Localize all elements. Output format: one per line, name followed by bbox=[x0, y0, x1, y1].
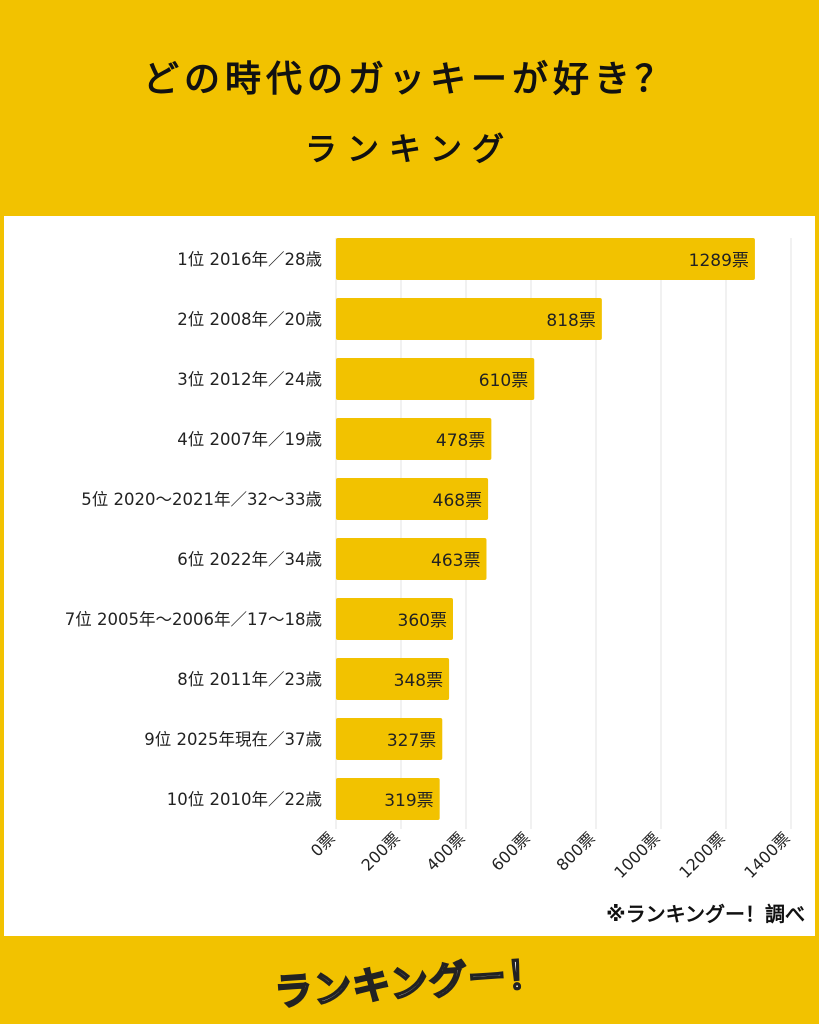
bar bbox=[336, 658, 450, 700]
bar-chart: 1289票 1位 2016年／28歳 818票 2位 2008年／20歳 610票 3位 … bbox=[65, 238, 794, 882]
bar bbox=[336, 238, 755, 280]
bar bbox=[336, 418, 492, 460]
data-label: 348票 bbox=[394, 671, 443, 691]
x-tick-label: 1000票 bbox=[610, 828, 664, 882]
category-label: 4位 2007年／19歳 bbox=[177, 430, 322, 449]
brand-logo-text: ランキングー！ bbox=[272, 951, 548, 1016]
x-tick-label: 200票 bbox=[357, 828, 403, 874]
chart-subtitle: ランキング bbox=[304, 130, 515, 168]
brand-logo: ランキングー！ bbox=[0, 951, 819, 1016]
x-tick-label: 0票 bbox=[307, 828, 339, 860]
data-label: 610票 bbox=[479, 371, 528, 391]
category-label: 5位 2020〜2021年／32〜33歳 bbox=[81, 490, 322, 509]
bar bbox=[336, 358, 535, 400]
bar bbox=[336, 778, 440, 820]
x-tick-label: 800票 bbox=[552, 828, 598, 874]
x-tick-label: 1200票 bbox=[675, 828, 729, 882]
data-label: 319票 bbox=[384, 791, 433, 811]
x-tick-label: 400票 bbox=[422, 828, 468, 874]
footer: ランキングー！ bbox=[0, 936, 819, 1024]
bar bbox=[336, 598, 453, 640]
chart-panel: 1289票 1位 2016年／28歳 818票 2位 2008年／20歳 610票 3位 … bbox=[4, 216, 815, 936]
bar bbox=[336, 298, 602, 340]
category-label: 8位 2011年／23歳 bbox=[177, 670, 322, 689]
data-label: 327票 bbox=[387, 731, 436, 751]
data-label: 1289票 bbox=[689, 251, 749, 271]
x-tick-label: 1400票 bbox=[740, 828, 794, 882]
source-note: ※ランキングー！調べ bbox=[606, 902, 805, 926]
category-label: 10位 2010年／22歳 bbox=[167, 790, 322, 809]
data-label: 463票 bbox=[431, 551, 480, 571]
bar bbox=[336, 538, 487, 580]
category-label: 1位 2016年／28歳 bbox=[177, 250, 322, 269]
category-label: 7位 2005年〜2006年／17〜18歳 bbox=[65, 610, 322, 629]
bar bbox=[336, 718, 443, 760]
header: どの時代のガッキーが好き？ ランキング bbox=[0, 0, 819, 216]
category-label: 6位 2022年／34歳 bbox=[177, 550, 322, 569]
category-label: 2位 2008年／20歳 bbox=[177, 310, 322, 329]
x-tick-label: 600票 bbox=[487, 828, 533, 874]
data-label: 818票 bbox=[546, 311, 595, 331]
category-label: 3位 2012年／24歳 bbox=[177, 370, 322, 389]
data-label: 468票 bbox=[433, 491, 482, 511]
category-label: 9位 2025年現在／37歳 bbox=[144, 730, 322, 749]
data-label: 360票 bbox=[398, 611, 447, 631]
data-label: 478票 bbox=[436, 431, 485, 451]
bar bbox=[336, 478, 489, 520]
chart-title: どの時代のガッキーが好き？ bbox=[142, 59, 676, 100]
